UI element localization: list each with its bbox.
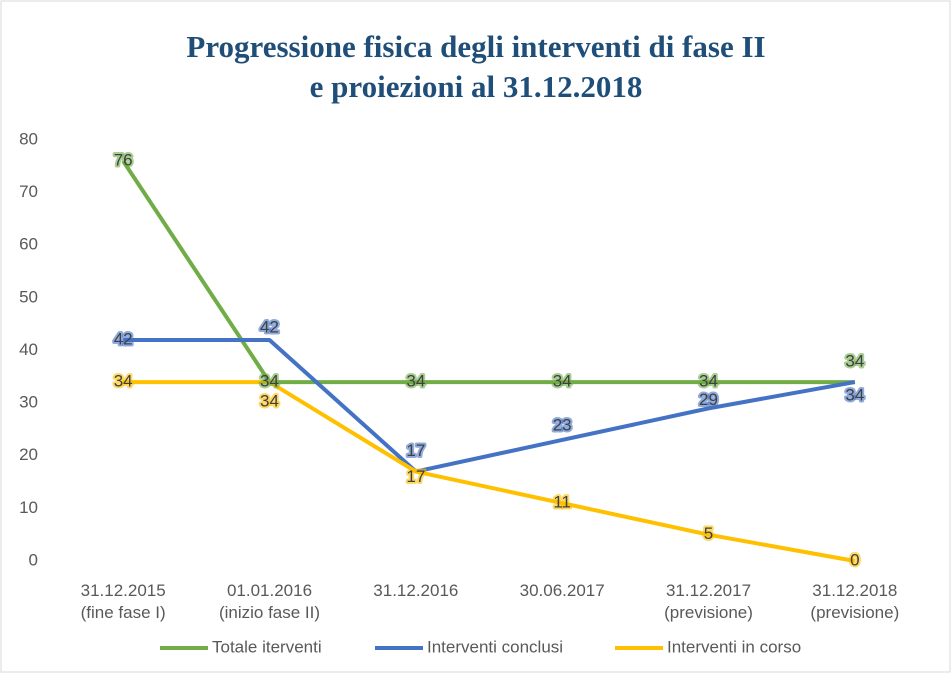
y-tick-label: 0 [29,550,38,569]
y-tick-label: 50 [19,287,38,306]
y-tick-label: 30 [19,393,38,412]
data-label: 42 [260,317,279,336]
chart-title: Progressione fisica degli interventi di … [186,29,765,64]
data-label: 23 [553,415,572,434]
data-label: 34 [114,372,133,391]
data-label: 5 [704,524,713,543]
data-label: 34 [553,372,572,391]
y-tick-label: 10 [19,498,38,517]
x-tick-label: 31.12.2017 (previsione) [664,581,753,622]
data-label: 17 [406,441,425,460]
chart-title: e proiezioni al 31.12.2018 [310,69,643,104]
data-label: 34 [260,392,279,411]
x-tick-label: 30.06.2017 [519,581,605,600]
y-tick-label: 70 [19,182,38,201]
data-label: 34 [845,386,864,405]
data-label: 0 [850,550,859,569]
data-label: 34 [699,372,718,391]
legend-label: Totale iterventi [212,637,322,656]
data-label: 17 [406,467,425,486]
x-tick-label: 31.12.2015 (fine fase I) [80,581,166,622]
data-label: 29 [699,390,718,409]
data-label: 34 [845,352,864,371]
y-tick-label: 20 [19,445,38,464]
y-tick-label: 60 [19,235,38,254]
legend-label: Interventi conclusi [427,637,563,656]
data-label: 34 [260,372,279,391]
series-line [123,380,856,563]
y-tick-label: 40 [19,340,38,359]
data-label: 34 [406,372,425,391]
legend-label: Interventi in corso [667,637,801,656]
data-label: 42 [114,329,133,348]
series-line [123,337,856,474]
series-line [121,159,855,385]
data-label: 11 [553,493,571,512]
y-tick-label: 80 [19,129,38,148]
x-tick-label: 31.12.2018 (previsione) [810,581,900,622]
data-label: 76 [114,151,133,170]
x-tick-label: 31.12.2016 [373,581,459,600]
x-tick-label: 01.01.2016 (inizio fase II) [218,581,321,622]
